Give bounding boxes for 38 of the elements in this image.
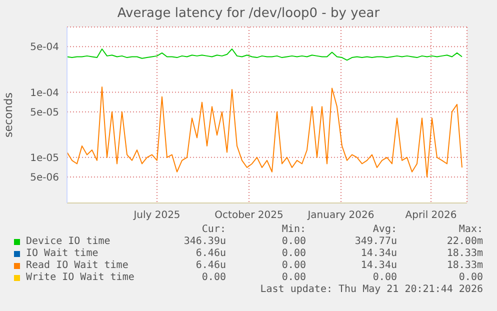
text: 14.34u <box>360 260 397 271</box>
y-axis-title: seconds <box>2 92 15 138</box>
chart-title: Average latency for /dev/loop0 - by year <box>116 6 381 21</box>
text: 6.46u <box>194 248 226 259</box>
text: 6.46u <box>194 260 226 271</box>
text: 0.00 <box>200 272 226 283</box>
y-tick-label: 1e-04 <box>30 88 59 99</box>
y-tick-label: 5e-06 <box>30 172 59 184</box>
y-tick-label: 5e-05 <box>30 107 59 118</box>
legend-label: Device IO time <box>26 236 110 247</box>
x-tick-label: April 2026 <box>405 210 457 222</box>
legend-label: Write IO Wait time <box>26 272 134 283</box>
x-tick-label: October 2025 <box>214 210 284 222</box>
text: 0.00 <box>280 236 306 247</box>
text: 349.77u <box>354 236 397 247</box>
x-tick-label: January 2026 <box>306 210 374 222</box>
legend-label: IO Wait time <box>26 248 98 259</box>
text: Avg: <box>372 224 397 235</box>
text: 0.00 <box>280 260 306 271</box>
x-tick-label: July 2025 <box>132 210 180 222</box>
text: 0.00 <box>280 272 306 283</box>
line-series <box>67 86 462 178</box>
text: Cur: <box>200 224 226 235</box>
text: Max: <box>458 224 483 235</box>
text: Min: <box>280 224 306 235</box>
text: Last update: Thu May 21 20:21:44 2026 <box>259 284 483 295</box>
text: 0.00 <box>280 248 306 259</box>
text: 18.33m <box>446 248 483 259</box>
text: 14.34u <box>360 248 397 259</box>
text: 0.00 <box>372 272 397 283</box>
text: 0.00 <box>458 272 483 283</box>
text: 18.33m <box>446 260 483 271</box>
legend-label: Read IO Wait time <box>26 260 128 271</box>
text: 346.39u <box>182 236 226 247</box>
y-tick-label: 1e-05 <box>30 152 59 164</box>
y-tick-label: 5e-04 <box>30 42 59 54</box>
line-series <box>67 48 462 61</box>
text: 22.00m <box>446 236 483 247</box>
